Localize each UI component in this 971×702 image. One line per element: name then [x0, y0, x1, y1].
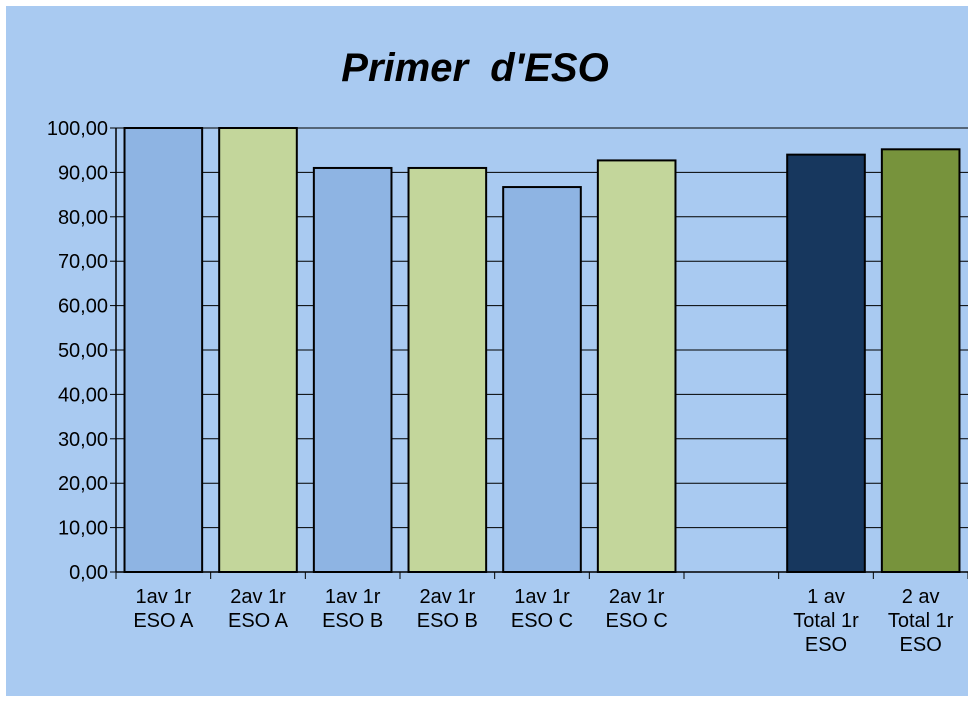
x-tick-label: ESO C [606, 610, 668, 632]
x-tick-label: 2av 1r [230, 586, 286, 608]
x-tick-label: ESO [805, 634, 847, 656]
bar-chart: Primer d'ESO 0,00 10,00 20,00 30,00 40,00 50,0… [47, 46, 968, 656]
bar [123, 127, 204, 573]
y-tick-label: 90,00 [58, 162, 108, 184]
y-tick-label: 30,00 [58, 429, 108, 451]
x-tick-label: 1av 1r [136, 586, 192, 608]
x-tick-label: 1av 1r [325, 586, 381, 608]
y-tick-label: 40,00 [58, 384, 108, 406]
x-tick-label: 2av 1r [420, 586, 476, 608]
x-tick-label: ESO A [228, 610, 289, 632]
bar [596, 159, 677, 574]
y-tick-label: 50,00 [58, 340, 108, 362]
x-tick-label: 1av 1r [514, 586, 570, 608]
bar [786, 153, 866, 573]
x-tick-label: ESO [900, 634, 942, 656]
y-tick-label: 70,00 [58, 251, 108, 273]
y-tick-label: 10,00 [58, 518, 108, 540]
y-tick-label: 0,00 [69, 562, 108, 584]
chart-title: Primer d'ESO [341, 46, 608, 90]
bar [502, 186, 582, 573]
x-tick-label: 2av 1r [609, 586, 665, 608]
x-tick-label: ESO B [417, 610, 478, 632]
x-tick-label: ESO C [511, 610, 573, 632]
y-tick-label: 80,00 [58, 207, 108, 229]
x-tick-label: 2 av [902, 586, 940, 608]
bar [880, 148, 961, 573]
chart-area: Primer d'ESO 0,00 10,00 20,00 30,00 40,00 50,0… [6, 6, 968, 696]
x-tick-label: 1 av [807, 586, 845, 608]
x-tick-label: ESO B [322, 610, 383, 632]
y-tick-label: 100,00 [47, 118, 108, 140]
y-tick-label: 60,00 [58, 296, 108, 318]
y-tick-label: 20,00 [58, 473, 108, 495]
x-tick-label: ESO A [133, 610, 194, 632]
bar [407, 166, 488, 574]
x-tick-label: Total 1r [793, 610, 859, 632]
x-tick-label: Total 1r [888, 610, 954, 632]
bar [218, 127, 298, 573]
bar [312, 166, 393, 574]
